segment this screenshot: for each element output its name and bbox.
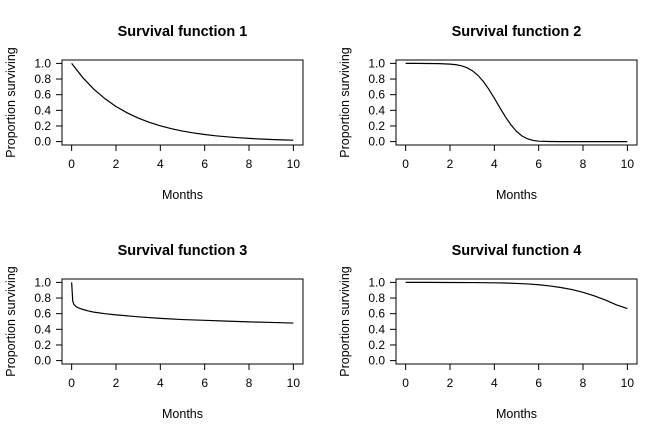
plot-frame: [61, 278, 304, 365]
y-tick-label: 0.6: [368, 88, 385, 102]
survival-curve: [71, 282, 294, 324]
x-tick-label: 2: [447, 157, 454, 171]
x-tick-label: 0: [402, 376, 409, 390]
plot-frame: [395, 59, 638, 146]
x-tick-label: 2: [447, 376, 454, 390]
x-tick-label: 4: [491, 157, 498, 171]
y-tick-label: 0.4: [368, 322, 385, 336]
y-tick-label: 1.0: [368, 275, 385, 289]
y-tick-label: 0.8: [368, 72, 385, 86]
y-tick-label: 0.6: [34, 307, 51, 321]
chart-title: Survival function 2: [452, 24, 582, 40]
y-tick-label: 0.6: [34, 88, 51, 102]
plot-frame: [395, 278, 638, 365]
chart-title: Survival function 1: [118, 24, 248, 40]
chart-panel-3: Survival function 3 Months Proportion surv…: [4, 243, 304, 421]
x-tick-label: 4: [491, 376, 498, 390]
x-tick-label: 4: [157, 157, 164, 171]
y-tick-label: 1.0: [34, 56, 51, 70]
y-tick-label: 1.0: [368, 56, 385, 70]
y-tick-label: 0.6: [368, 307, 385, 321]
x-axis-label: Months: [496, 188, 537, 202]
plot-frame: [61, 59, 304, 146]
y-axis-label: Proportion surviving: [4, 47, 18, 158]
x-tick-label: 10: [287, 376, 301, 390]
x-axis-label: Months: [496, 407, 537, 421]
x-axis-label: Months: [162, 407, 203, 421]
x-tick-label: 8: [580, 376, 587, 390]
y-tick-label: 0.0: [34, 354, 51, 368]
x-tick-label: 6: [201, 376, 208, 390]
y-tick-label: 0.8: [34, 72, 51, 86]
y-tick-label: 0.2: [368, 119, 385, 133]
x-tick-label: 10: [621, 376, 635, 390]
y-axis-label: Proportion surviving: [338, 266, 352, 377]
x-tick-label: 8: [246, 157, 253, 171]
y-tick-label: 0.4: [34, 103, 51, 117]
x-tick-label: 6: [535, 157, 542, 171]
x-tick-label: 0: [68, 157, 75, 171]
chart-title: Survival function 4: [452, 243, 582, 259]
x-tick-label: 8: [246, 376, 253, 390]
y-tick-label: 0.0: [368, 354, 385, 368]
y-tick-label: 0.4: [34, 322, 51, 336]
y-tick-label: 0.4: [368, 103, 385, 117]
x-tick-label: 10: [287, 157, 301, 171]
y-tick-label: 0.0: [34, 135, 51, 149]
y-axis-label: Proportion surviving: [4, 266, 18, 377]
x-tick-label: 6: [201, 157, 208, 171]
survival-curve: [71, 63, 294, 141]
x-tick-label: 2: [113, 157, 120, 171]
y-tick-label: 0.0: [368, 135, 385, 149]
y-tick-label: 0.8: [368, 291, 385, 305]
x-axis-label: Months: [162, 188, 203, 202]
chart-title: Survival function 3: [118, 243, 248, 259]
y-tick-label: 0.2: [368, 338, 385, 352]
x-tick-label: 10: [621, 157, 635, 171]
survival-curve: [405, 281, 628, 310]
x-tick-label: 0: [402, 157, 409, 171]
x-tick-label: 2: [113, 376, 120, 390]
survival-curve: [405, 62, 628, 143]
x-tick-label: 0: [68, 376, 75, 390]
chart-panel-2: Survival function 2 Months Proportion surv…: [338, 24, 638, 202]
y-tick-label: 1.0: [34, 275, 51, 289]
x-tick-label: 4: [157, 376, 164, 390]
y-tick-label: 0.8: [34, 291, 51, 305]
chart-panel-1: Survival function 1 Months Proportion surv…: [4, 24, 304, 202]
x-tick-label: 6: [535, 376, 542, 390]
y-axis-label: Proportion surviving: [338, 47, 352, 158]
x-tick-label: 8: [580, 157, 587, 171]
y-tick-label: 0.2: [34, 338, 51, 352]
chart-panel-4: Survival function 4 Months Proportion surv…: [338, 243, 638, 421]
y-tick-label: 0.2: [34, 119, 51, 133]
